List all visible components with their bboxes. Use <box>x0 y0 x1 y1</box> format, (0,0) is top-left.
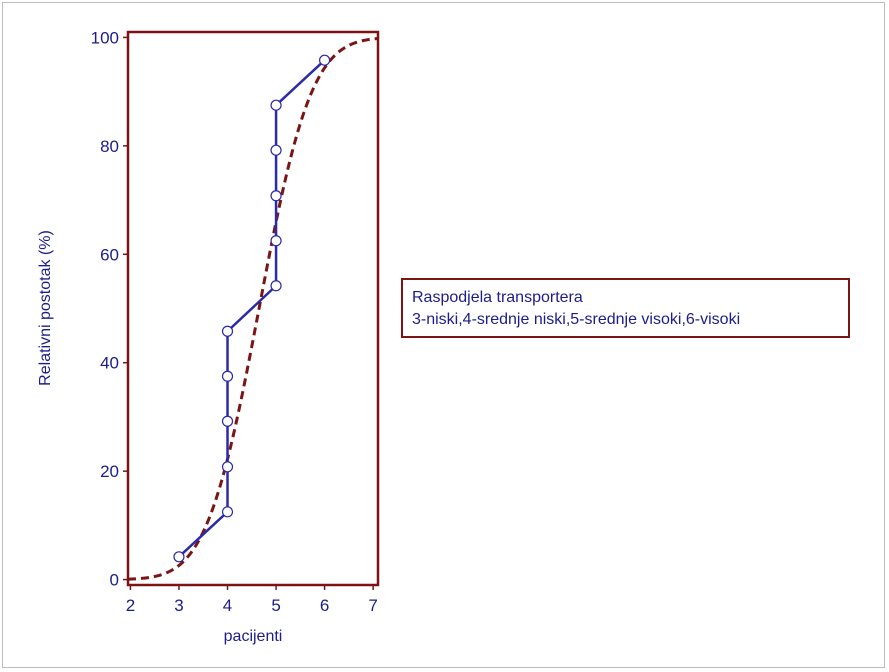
data-point <box>270 235 282 247</box>
data-point <box>270 99 282 111</box>
data-point <box>221 370 234 382</box>
x-tick-label: 7 <box>368 596 377 615</box>
x-tick-label: 3 <box>174 596 183 615</box>
fit-curve <box>127 37 378 581</box>
series-layer <box>127 37 378 581</box>
data-point <box>270 190 282 202</box>
x-tick-label: 6 <box>320 596 329 615</box>
y-axis-label: Relativni postotak (%) <box>37 230 54 386</box>
y-tick-label: 0 <box>110 571 119 590</box>
legend-title: Raspodjela transportera <box>412 289 583 306</box>
data-point <box>173 551 185 563</box>
y-axis-ticks: 0 20 40 60 80 100 <box>91 28 128 590</box>
plot-area <box>126 30 380 587</box>
x-axis-label: pacijenti <box>224 628 283 645</box>
series-clip-group <box>127 37 378 581</box>
legend: Raspodjela transportera 3-niski,4-srednj… <box>401 278 850 338</box>
legend-description: 3-niski,4-srednje niski,5-srednje visoki… <box>412 311 741 328</box>
y-tick-label: 40 <box>100 354 119 373</box>
data-point <box>221 415 234 427</box>
data-point <box>221 461 234 473</box>
x-tick-label: 2 <box>126 596 135 615</box>
data-point <box>221 325 234 337</box>
y-tick-label: 60 <box>100 245 119 264</box>
data-point <box>319 54 331 66</box>
x-tick-label: 4 <box>223 596 232 615</box>
y-tick-label: 80 <box>100 137 119 156</box>
data-point <box>270 280 282 292</box>
data-point <box>221 506 234 518</box>
y-tick-label: 100 <box>91 28 119 47</box>
x-tick-label: 5 <box>271 596 280 615</box>
data-point <box>270 144 282 156</box>
y-tick-label: 20 <box>100 462 119 481</box>
x-axis-ticks: 2 3 4 5 6 7 <box>126 585 378 615</box>
empirical-line <box>178 59 326 558</box>
